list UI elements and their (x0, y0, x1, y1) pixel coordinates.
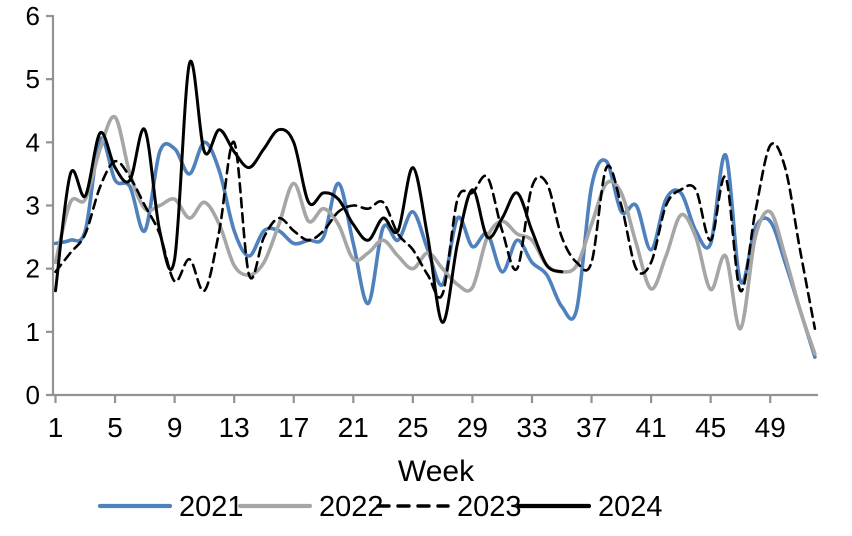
x-tick-label: 33 (516, 412, 547, 443)
x-tick-label: 25 (397, 412, 428, 443)
y-tick-label: 5 (26, 64, 40, 94)
y-tick-label: 2 (26, 254, 40, 284)
legend-item-2024: 2024 (516, 491, 663, 523)
x-tick-label: 9 (167, 412, 183, 443)
legend-item-2023: 2023 (376, 491, 522, 523)
series-line-2022 (53, 114, 817, 356)
legend-label-2021: 2021 (179, 491, 244, 523)
series-lines (53, 59, 817, 359)
x-tick-label: 17 (278, 412, 309, 443)
series-line-2023 (54, 140, 817, 330)
x-tick-label: 13 (219, 412, 250, 443)
legend-label-2023: 2023 (457, 491, 522, 523)
x-tick-label: 29 (457, 412, 488, 443)
series-line-2021 (53, 136, 817, 359)
legend-item-2021: 2021 (97, 491, 244, 523)
x-axis-title: Week (398, 455, 475, 488)
legend-item-2022: 2022 (237, 491, 384, 523)
x-tick-label: 37 (576, 412, 607, 443)
legend-label-2024: 2024 (598, 491, 663, 523)
y-tick-label: 1 (26, 317, 40, 347)
legend-label-2022: 2022 (319, 491, 384, 523)
x-tick-label: 49 (755, 412, 786, 443)
x-tick-label: 41 (636, 412, 667, 443)
x-tick-label: 45 (695, 412, 726, 443)
x-tick-label: 1 (48, 412, 64, 443)
y-tick-label: 3 (26, 191, 40, 221)
x-tick-label: 21 (338, 412, 369, 443)
y-tick-label: 0 (26, 380, 40, 410)
y-tick-label: 6 (26, 1, 40, 31)
y-tick-label: 4 (26, 127, 40, 157)
x-tick-label: 5 (107, 412, 123, 443)
legend: 2021 2022 2023 2024 (97, 491, 663, 523)
series-line-2024 (54, 59, 564, 324)
